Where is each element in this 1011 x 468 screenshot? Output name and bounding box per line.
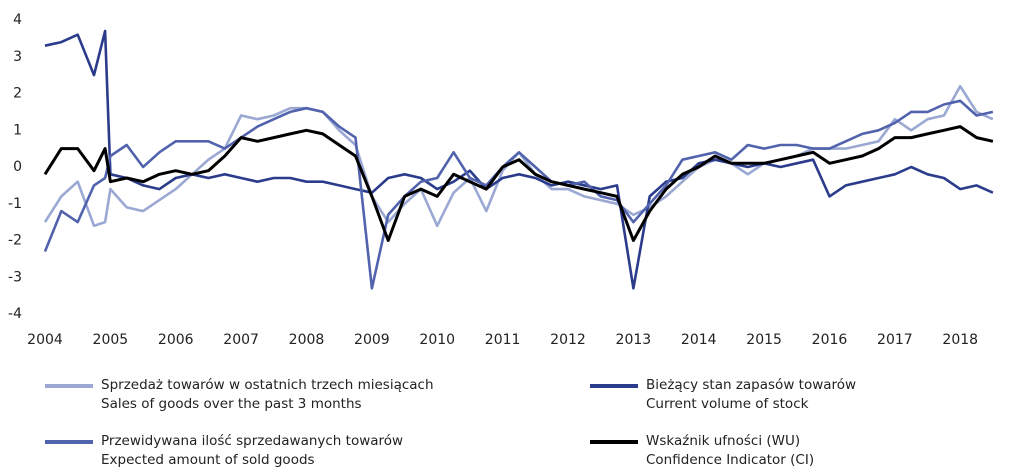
legend-item: Bieżący stan zapasów towarów Current vol… [590, 376, 856, 414]
x-tick-label: 2007 [223, 332, 259, 348]
series-line [43, 125, 994, 242]
y-tick-label: 2 [13, 86, 22, 102]
chart: -4 -3 -2 -1 0 1 2 3 4 2004 2005 2006 2007 2008 2009 201… [8, 12, 994, 348]
x-tick-label: 2014 [681, 332, 717, 348]
y-tick-label: 0 [13, 159, 22, 175]
x-tick-label: 2017 [877, 332, 913, 348]
y-tick-label: -3 [8, 269, 22, 285]
series-line [43, 99, 994, 290]
x-tick-label: 2009 [354, 332, 390, 348]
legend-swatch [45, 440, 93, 444]
x-tick-label: 2005 [93, 332, 129, 348]
y-tick-label: 4 [13, 12, 22, 28]
legend-swatch [590, 440, 638, 444]
series-line [43, 84, 994, 228]
x-tick-label: 2006 [158, 332, 194, 348]
x-tick-label: 2011 [485, 332, 521, 348]
legend-item: Sprzedaż towarów w ostatnich trzech mies… [45, 376, 434, 414]
x-tick-label: 2008 [289, 332, 325, 348]
x-tick-label: 2012 [550, 332, 586, 348]
legend-label: Sprzedaż towarów w ostatnich trzech mies… [101, 377, 434, 412]
legend-swatch [590, 384, 638, 388]
x-tick-label: 2016 [812, 332, 848, 348]
y-tick-label: -4 [8, 306, 22, 322]
legend-swatch [45, 384, 93, 388]
x-tick-label: 2013 [616, 332, 652, 348]
legend-label: Bieżący stan zapasów towarów Current vol… [646, 377, 857, 412]
legend-item: Wskaźnik ufności (WU) Confidence Indicat… [590, 432, 814, 468]
x-tick-label: 2004 [27, 332, 63, 348]
legend-label: Przewidywana ilość sprzedawanych towarów… [101, 433, 404, 468]
legend-item: Przewidywana ilość sprzedawanych towarów… [45, 432, 403, 468]
y-tick-label: 3 [13, 49, 22, 65]
x-tick-label: 2010 [419, 332, 455, 348]
legend-label: Wskaźnik ufności (WU) Confidence Indicat… [646, 433, 815, 468]
x-tick-label: 2015 [746, 332, 782, 348]
y-tick-label: 1 [13, 122, 22, 138]
y-tick-label: -2 [8, 233, 22, 249]
y-tick-label: -1 [8, 196, 22, 212]
x-tick-label: 2018 [942, 332, 978, 348]
